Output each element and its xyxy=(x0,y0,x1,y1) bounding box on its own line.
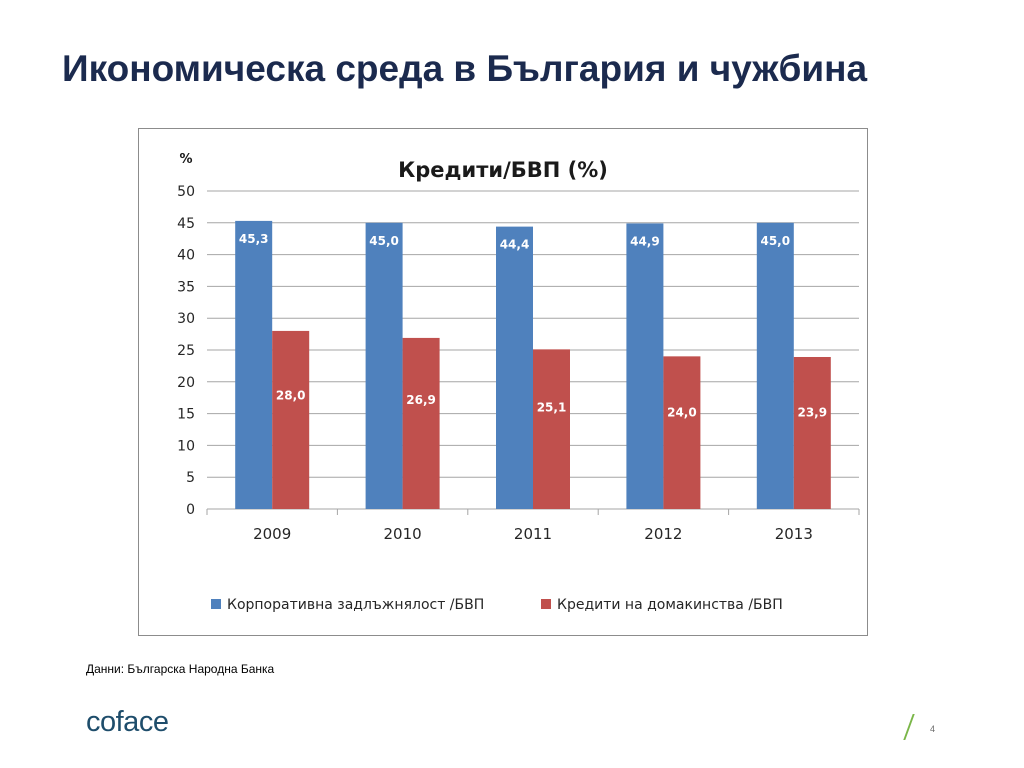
legend-swatch xyxy=(541,599,551,609)
y-tick-label: 40 xyxy=(177,248,195,264)
x-tick-label: 2010 xyxy=(384,525,422,543)
y-tick-label: 25 xyxy=(177,343,195,359)
data-labels: 45,3 28,0 45,0 26,9 44,4 25,1 44,9 24,0 45,0 23,9 xyxy=(239,232,827,420)
y-tick-label: 15 xyxy=(177,407,195,423)
bar-household-2011 xyxy=(533,349,570,509)
page-number: 4 xyxy=(930,724,936,734)
bar-corporate-2009 xyxy=(235,220,273,509)
x-tick-label: 2009 xyxy=(253,525,291,543)
y-tick-label: 35 xyxy=(177,279,195,295)
bar-chart: 45,3 28,0 45,0 26,9 44,4 25,1 44,9 24,0 45,0 23,9… xyxy=(177,152,860,613)
bar-corporate-2012 xyxy=(626,223,664,509)
bar-corporate-2011 xyxy=(496,226,533,509)
y-tick-label: 10 xyxy=(177,438,195,454)
data-label: 44,4 xyxy=(500,238,530,252)
y-axis-unit: % xyxy=(179,152,192,167)
y-tick-label: 45 xyxy=(177,216,195,232)
data-label: 26,9 xyxy=(406,393,436,407)
x-tick-label: 2011 xyxy=(514,525,552,543)
bar-corporate-2013 xyxy=(756,222,794,510)
coface-logo: coface xyxy=(86,706,169,738)
y-tick-label: 20 xyxy=(177,375,195,391)
x-tick-label: 2012 xyxy=(644,525,682,543)
data-label: 23,9 xyxy=(797,406,827,420)
bars xyxy=(235,220,831,510)
data-label: 28,0 xyxy=(276,388,306,402)
y-tick-label: 5 xyxy=(186,470,195,486)
legend-label: Кредити на домакинства /БВП xyxy=(557,597,783,613)
bar-household-2012 xyxy=(663,356,701,509)
y-tick-label: 0 xyxy=(186,502,195,518)
data-label: 24,0 xyxy=(667,405,697,419)
bar-household-2013 xyxy=(793,356,831,509)
legend-label: Корпоративна задлъжнялост /БВП xyxy=(227,597,484,613)
data-label: 45,3 xyxy=(239,232,269,246)
legend-swatch xyxy=(211,599,221,609)
legend: Корпоративна задлъжнялост /БВП Кредити на… xyxy=(211,597,783,613)
axes: 0 5 10 15 20 25 30 35 40 45 50 2009 2010 2011 2012 2013 xyxy=(177,184,860,543)
chart-container: 45,3 28,0 45,0 26,9 44,4 25,1 44,9 24,0 45,0 23,9… xyxy=(138,128,868,636)
data-label: 44,9 xyxy=(630,234,660,248)
source-note: Данни: Българска Народна Банка xyxy=(86,662,275,676)
data-label: 25,1 xyxy=(537,401,567,415)
slide-title: Икономическа среда в България и чужбина xyxy=(62,48,868,89)
x-tick-label: 2013 xyxy=(775,525,813,543)
bar-household-2009 xyxy=(272,330,310,509)
chart-title: Кредити/БВП (%) xyxy=(398,158,608,182)
data-label: 45,0 xyxy=(369,234,399,248)
bar-household-2010 xyxy=(402,337,440,509)
y-tick-label: 30 xyxy=(177,311,195,327)
data-label: 45,0 xyxy=(760,234,790,248)
bar-corporate-2010 xyxy=(365,222,403,510)
y-tick-label: 50 xyxy=(177,184,195,200)
slash-decoration xyxy=(903,714,915,740)
